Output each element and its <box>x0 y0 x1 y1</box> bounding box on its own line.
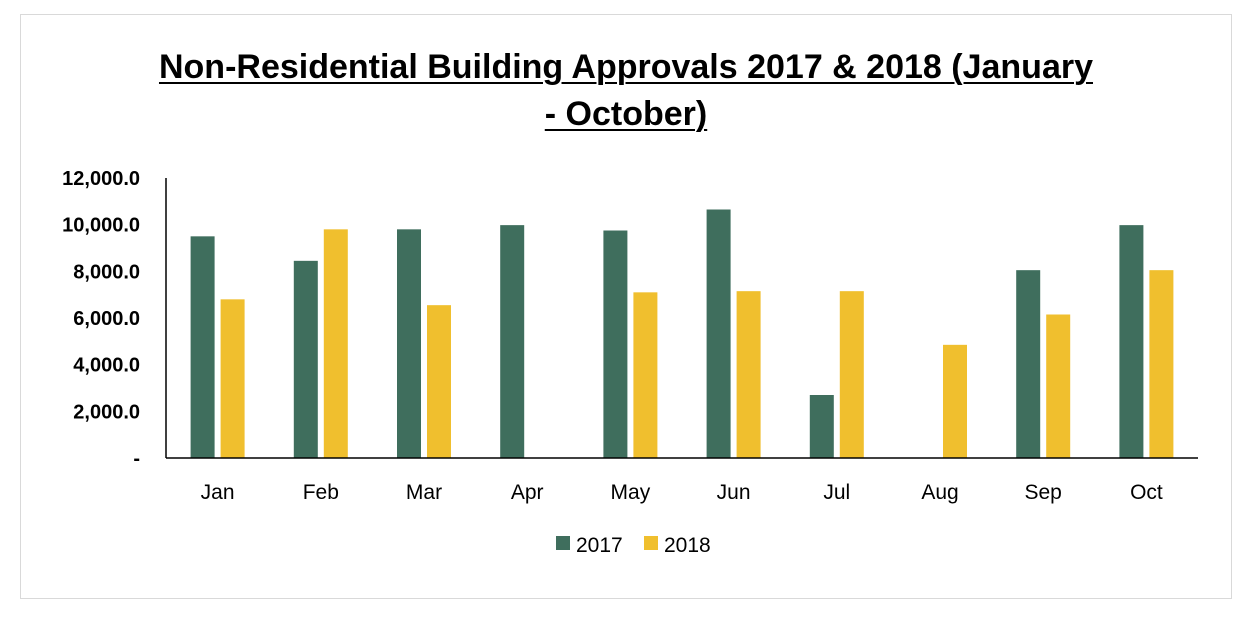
bar-2018-mar <box>427 305 451 458</box>
bar-2017-oct <box>1119 225 1144 458</box>
bar-2017-jan <box>190 236 215 458</box>
y-tick-label: 8,000.0 <box>73 261 140 283</box>
y-tick-label: 2,000.0 <box>73 401 140 423</box>
x-tick-label: Jan <box>201 481 235 504</box>
bar-2018-sep <box>1046 314 1071 458</box>
x-tick-label: May <box>611 481 651 504</box>
bar-2018-oct <box>1149 270 1174 458</box>
chart-title: Non-Residential Building Approvals 2017 … <box>0 44 1252 138</box>
y-tick-label: 4,000.0 <box>73 355 140 377</box>
legend-swatch-2017 <box>556 536 570 550</box>
y-tick-label: 6,000.0 <box>73 308 140 330</box>
legend-label-2018: 2018 <box>664 534 711 557</box>
x-tick-label: Sep <box>1025 481 1062 504</box>
bar-2017-apr <box>500 225 525 458</box>
x-tick-label: Jun <box>717 481 751 504</box>
bar-2017-jul <box>809 395 834 458</box>
bar-2017-feb <box>293 260 318 458</box>
legend-swatch-2018 <box>644 536 658 550</box>
x-tick-label: Feb <box>303 481 339 504</box>
bar-2017-sep <box>1016 270 1041 458</box>
bar-2017-mar <box>397 229 421 458</box>
bar-2018-feb <box>323 229 348 458</box>
bar-2017-jun <box>706 209 731 458</box>
bar-2017-may <box>603 230 628 458</box>
x-tick-label: Oct <box>1130 481 1163 504</box>
bar-2018-jun <box>736 291 761 458</box>
y-tick-label: - <box>133 448 140 470</box>
x-tick-label: Apr <box>511 481 544 504</box>
legend-label-2017: 2017 <box>576 534 623 557</box>
x-tick-label: Jul <box>823 481 850 504</box>
y-tick-label: 12,000.0 <box>62 168 140 190</box>
chart-title-line-2: - October) <box>544 95 708 133</box>
bar-2018-jan <box>220 299 245 458</box>
chart-title-line-1: Non-Residential Building Approvals 2017 … <box>158 48 1093 86</box>
x-tick-label: Aug <box>921 481 958 504</box>
x-tick-label: Mar <box>406 481 442 504</box>
y-tick-label: 10,000.0 <box>62 215 140 237</box>
bar-2018-jul <box>839 291 864 458</box>
bar-2018-aug <box>943 344 967 458</box>
bar-2018-may <box>633 292 658 458</box>
